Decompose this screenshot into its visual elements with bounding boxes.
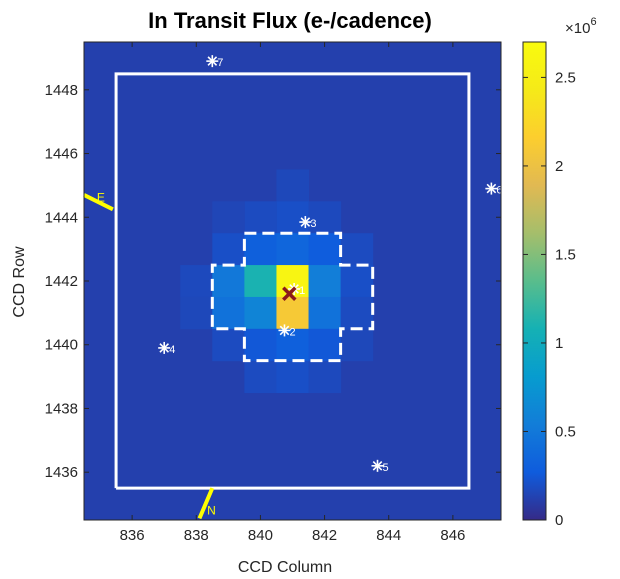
colorbar-tick-label: 0 xyxy=(555,512,563,529)
pixel-cell xyxy=(276,296,310,330)
pixel-cell xyxy=(212,296,245,330)
pixel-cell xyxy=(308,328,342,362)
pixel-cell xyxy=(340,265,374,298)
pixel-cell xyxy=(180,265,213,298)
star-marker: 2 xyxy=(278,324,296,338)
chart-title: In Transit Flux (e-/cadence) xyxy=(148,8,432,33)
pixel-cell xyxy=(276,201,310,234)
pixel-cell xyxy=(340,328,374,362)
y-tick-label: 1442 xyxy=(45,273,78,290)
pixel-cells xyxy=(180,169,374,394)
y-tick-label: 1446 xyxy=(45,146,78,163)
star-marker: 6 xyxy=(485,182,503,197)
pixel-cell xyxy=(340,233,374,266)
star-marker: 3 xyxy=(299,216,316,230)
pixel-cell xyxy=(180,296,213,330)
star-label: 3 xyxy=(310,218,316,230)
compass: EN xyxy=(83,190,216,520)
colorbar-gradient xyxy=(522,41,547,521)
colorbar: 0 0.5 1 1.5 2 2.5 ×106 xyxy=(522,16,597,529)
pixel-cell xyxy=(244,360,277,394)
x-axis-label: CCD Column xyxy=(238,559,332,576)
target-marker xyxy=(282,286,297,301)
star-label: 4 xyxy=(169,344,175,356)
colorbar-tick-label: 2.5 xyxy=(555,69,576,86)
pixel-cell xyxy=(244,201,277,234)
star-label: 2 xyxy=(289,326,295,338)
colorbar-ticks: 0 0.5 1 1.5 2 2.5 xyxy=(523,69,576,529)
pixel-cell xyxy=(340,296,374,330)
star-marker: 7 xyxy=(206,55,223,69)
star-label: 1 xyxy=(299,285,305,297)
y-tick-label: 1440 xyxy=(45,337,78,354)
pixel-cell xyxy=(276,360,310,394)
colorbar-tick-label: 0.5 xyxy=(555,423,576,440)
pixel-cell xyxy=(244,296,277,330)
pixel-cell xyxy=(308,265,342,298)
colorbar-tick-label: 1 xyxy=(555,335,563,352)
pixel-cell xyxy=(276,233,310,266)
x-tick-label: 840 xyxy=(248,527,273,544)
pixel-cell xyxy=(276,169,310,202)
x-tick-label: 836 xyxy=(120,527,145,544)
pixel-cell xyxy=(308,360,342,394)
pixel-cell xyxy=(212,265,245,298)
pixel-cell xyxy=(308,296,342,330)
pixel-cell xyxy=(212,233,245,266)
pixel-cell xyxy=(308,201,342,234)
x-tick-label: 842 xyxy=(312,527,337,544)
y-tick-label: 1438 xyxy=(45,400,78,417)
y-axis-label: CCD Row xyxy=(11,246,28,318)
compass-arm-N xyxy=(197,487,215,520)
pixel-cell xyxy=(212,201,245,234)
pixel-cell xyxy=(276,328,310,362)
y-tick-label: 1436 xyxy=(45,464,78,481)
star-marker: 5 xyxy=(371,459,389,474)
colorbar-tick-label: 2 xyxy=(555,158,563,175)
pixel-cell xyxy=(308,233,342,266)
pixel-cell xyxy=(244,265,277,298)
star-marker: 4 xyxy=(158,341,175,356)
x-tick-label: 838 xyxy=(184,527,209,544)
x-axis-ticks: 836 838 840 842 844 846 xyxy=(120,42,465,544)
compass-arm-E xyxy=(83,193,114,212)
x-tick-label: 844 xyxy=(376,527,401,544)
star-markers: 3 7 6 4 2 5 1 xyxy=(158,55,503,474)
optimal-aperture-outline xyxy=(210,231,375,363)
star-label: 5 xyxy=(383,462,389,474)
colorbar-tick-label: 1.5 xyxy=(555,246,576,263)
pixel-cell xyxy=(212,328,245,362)
y-tick-label: 1444 xyxy=(45,209,78,226)
target-stamp-outline xyxy=(114,72,471,490)
colorbar-exponent: ×106 xyxy=(565,16,597,37)
x-tick-label: 846 xyxy=(440,527,465,544)
star-label: 7 xyxy=(217,57,223,69)
pixel-cell xyxy=(244,233,277,266)
pixel-cell xyxy=(244,328,277,362)
compass-label-N: N xyxy=(207,503,216,517)
star-label: 6 xyxy=(496,185,502,197)
y-tick-label: 1448 xyxy=(45,82,78,99)
compass-label-E: E xyxy=(97,190,105,204)
